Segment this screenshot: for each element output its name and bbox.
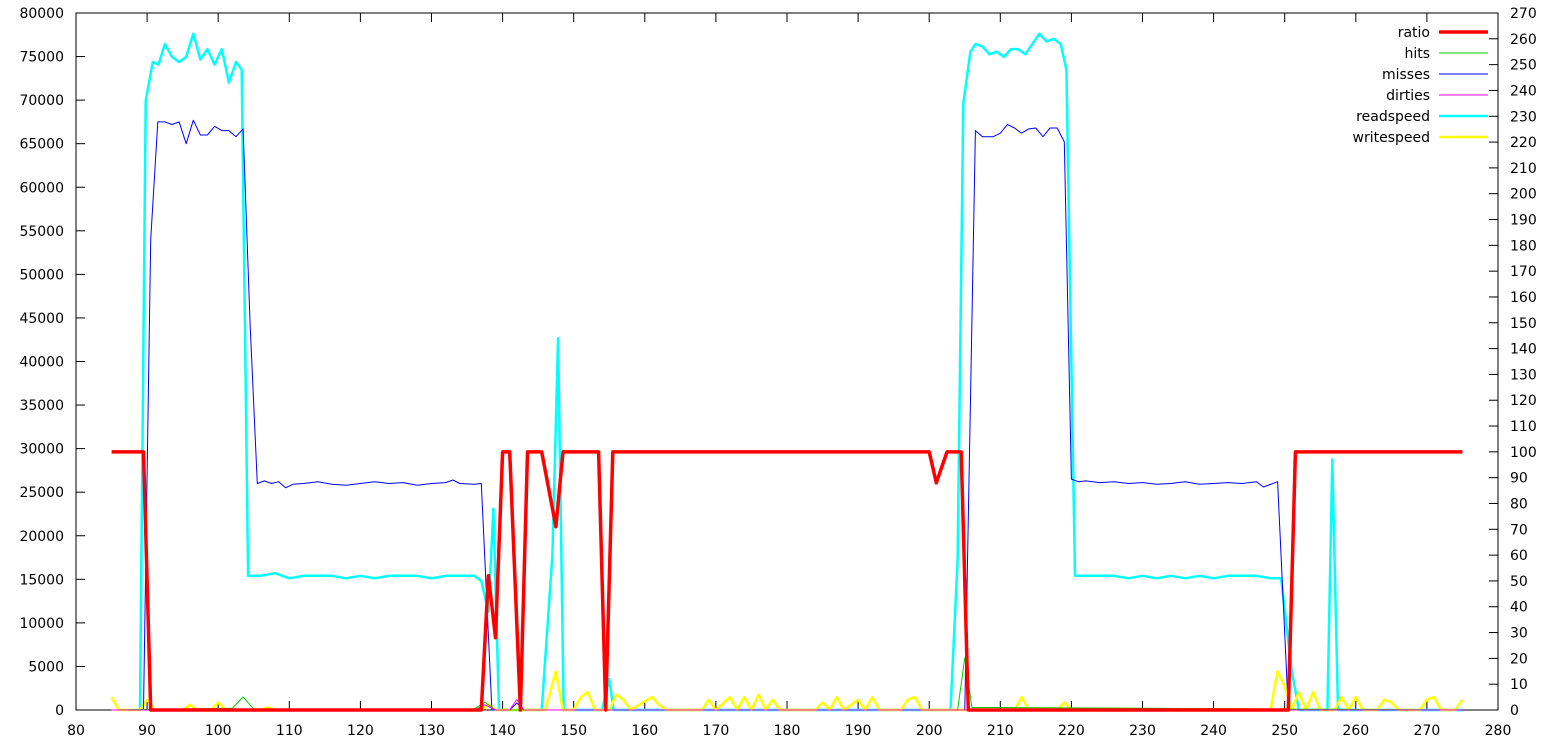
y-tick-label: 55000	[19, 224, 64, 240]
y-tick-label: 35000	[19, 398, 64, 414]
x-tick-label: 140	[489, 723, 516, 739]
y2-tick-label: 30	[1510, 626, 1528, 642]
y-tick-label: 40000	[19, 355, 64, 371]
x-tick-label: 260	[1342, 723, 1369, 739]
y2-tick-label: 130	[1510, 367, 1537, 383]
y2-tick-label: 270	[1510, 6, 1537, 22]
y-axis-right: 0 10 20 30 40 50 60 70 80 90 100 110 120 130 140 150 160…	[1489, 6, 1537, 719]
series-lines	[110, 32, 1464, 712]
x-tick-label: 250	[1271, 723, 1298, 739]
legend-label-readspeed: readspeed	[1356, 109, 1430, 125]
y-tick-label: 10000	[19, 616, 64, 632]
y2-tick-label: 240	[1510, 83, 1537, 99]
x-tick-label: 80	[67, 723, 85, 739]
y2-tick-label: 200	[1510, 187, 1537, 203]
x-tick-label: 160	[631, 723, 658, 739]
y2-tick-label: 260	[1510, 32, 1537, 48]
x-tick-label: 180	[774, 723, 801, 739]
x-tick-label: 210	[987, 723, 1014, 739]
x-tick-label: 120	[347, 723, 374, 739]
y2-tick-label: 120	[1510, 393, 1537, 409]
y2-tick-label: 20	[1510, 651, 1528, 667]
y-tick-label: 15000	[19, 572, 64, 588]
y-tick-label: 75000	[19, 50, 64, 66]
y-tick-label: 50000	[19, 267, 64, 283]
x-tick-label: 230	[1129, 723, 1156, 739]
legend-label-hits: hits	[1404, 46, 1430, 62]
y2-tick-label: 150	[1510, 316, 1537, 332]
y-tick-label: 30000	[19, 442, 64, 458]
legend-label-ratio: ratio	[1398, 25, 1430, 41]
legend-label-misses: misses	[1382, 67, 1430, 83]
series-line-ratio	[111, 450, 1463, 712]
x-tick-label: 240	[1200, 723, 1227, 739]
legend: ratio hits misses dirties readspeed writespee…	[1353, 25, 1488, 146]
y2-tick-label: 0	[1510, 703, 1519, 719]
y2-tick-label: 10	[1510, 677, 1528, 693]
y2-tick-label: 160	[1510, 290, 1537, 306]
y-tick-label: 45000	[19, 311, 64, 327]
y2-tick-label: 70	[1510, 522, 1528, 538]
x-tick-label: 280	[1485, 723, 1512, 739]
y2-tick-label: 190	[1510, 213, 1537, 229]
y-tick-label: 0	[55, 703, 64, 719]
x-tick-label: 190	[845, 723, 872, 739]
y2-tick-label: 60	[1510, 548, 1528, 564]
y-axis-left: 0 5000 10000 15000 20000 25000 30000 35000 40000…	[19, 6, 85, 719]
y2-tick-label: 90	[1510, 471, 1528, 487]
x-tick-label: 170	[703, 723, 730, 739]
x-tick-label: 130	[418, 723, 445, 739]
legend-label-dirties: dirties	[1386, 88, 1430, 104]
x-tick-label: 220	[1058, 723, 1085, 739]
y-tick-label: 80000	[19, 6, 64, 22]
y2-tick-label: 170	[1510, 264, 1537, 280]
y-tick-label: 20000	[19, 529, 64, 545]
x-axis: 80 90 100 110 120 130 140 150 160 170 180 190 200 210…	[67, 13, 1511, 739]
y2-tick-label: 40	[1510, 600, 1528, 616]
series-line-readspeed	[138, 32, 1463, 712]
y2-tick-label: 230	[1510, 109, 1537, 125]
x-tick-label: 200	[916, 723, 943, 739]
y2-tick-label: 250	[1510, 58, 1537, 74]
y2-tick-label: 50	[1510, 574, 1528, 590]
x-tick-label: 100	[205, 723, 232, 739]
y2-tick-label: 180	[1510, 238, 1537, 254]
x-tick-label: 270	[1414, 723, 1441, 739]
x-tick-label: 110	[276, 723, 303, 739]
y-tick-label: 70000	[19, 93, 64, 109]
x-tick-label: 90	[138, 723, 156, 739]
legend-label-writespeed: writespeed	[1353, 130, 1431, 146]
y-tick-label: 60000	[19, 180, 64, 196]
y2-tick-label: 220	[1510, 135, 1537, 151]
y2-tick-label: 100	[1510, 445, 1537, 461]
y2-tick-label: 110	[1510, 419, 1537, 435]
y-tick-label: 25000	[19, 485, 64, 501]
y-tick-label: 65000	[19, 137, 64, 153]
y2-tick-label: 80	[1510, 496, 1528, 512]
series-line-misses	[143, 119, 1463, 711]
y2-tick-label: 210	[1510, 161, 1537, 177]
y-tick-label: 5000	[28, 659, 64, 675]
y2-tick-label: 140	[1510, 342, 1537, 358]
x-tick-label: 150	[560, 723, 587, 739]
